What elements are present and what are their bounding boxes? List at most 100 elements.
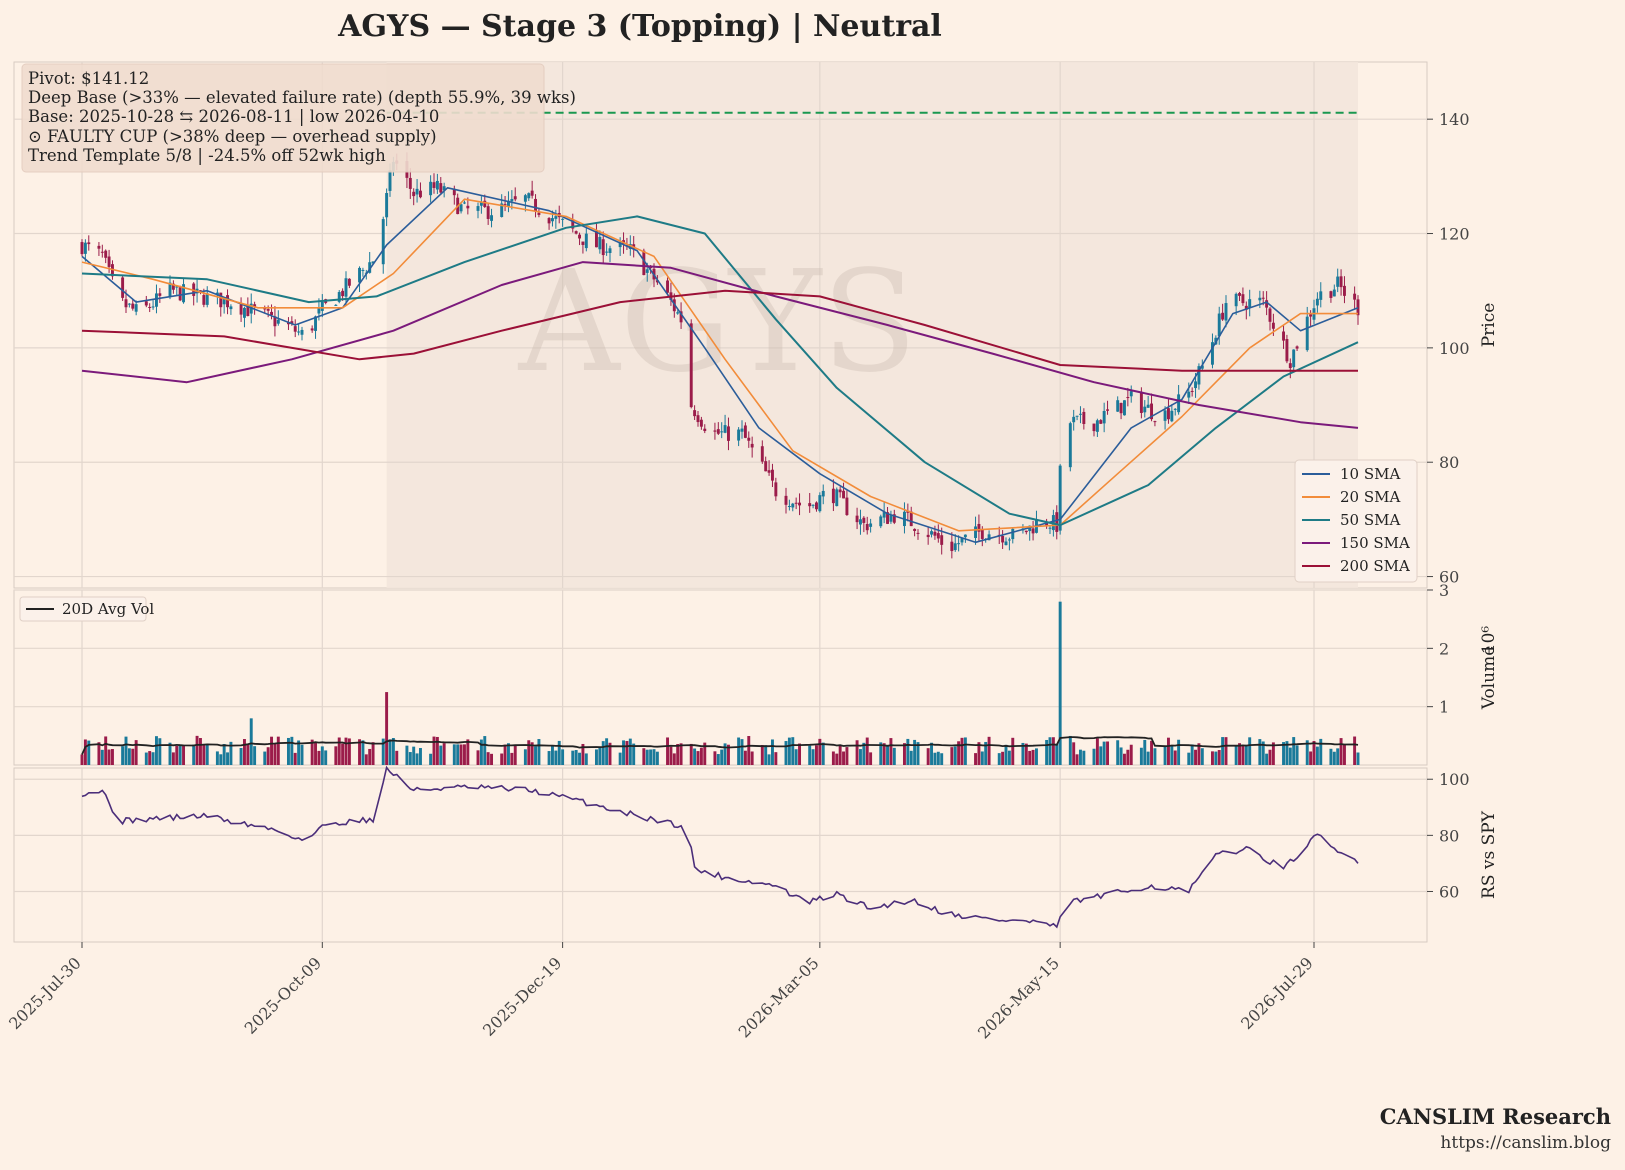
- candle-body: [926, 534, 930, 538]
- candle-body: [845, 497, 849, 516]
- volume-bar: [1329, 748, 1333, 765]
- volume-bar: [1143, 739, 1147, 765]
- legend-box: [1294, 459, 1418, 583]
- candle-body: [151, 306, 155, 308]
- candle-body: [205, 293, 209, 305]
- candle-body: [676, 312, 680, 314]
- volume-bar: [249, 718, 253, 765]
- volume-bar: [358, 739, 362, 765]
- sma-line-10-sma: [81, 187, 1359, 544]
- volume-bar: [100, 749, 104, 765]
- candle-body: [838, 489, 842, 493]
- candle-body: [767, 470, 771, 473]
- volume-bar: [1045, 739, 1049, 765]
- volume-bar: [503, 744, 507, 765]
- candle-body: [1177, 394, 1181, 413]
- volume-bar: [1150, 740, 1154, 765]
- legend-label: 20D Avg Vol: [62, 600, 154, 618]
- volume-bar: [297, 740, 301, 765]
- sma-line-20-sma: [81, 198, 1358, 532]
- volume-bar: [1116, 740, 1120, 765]
- volume-bar: [1332, 751, 1336, 765]
- candle-body: [273, 316, 277, 327]
- candle-body: [1210, 342, 1214, 365]
- volume-bar: [1163, 746, 1167, 765]
- y-tick-label: 1: [1439, 698, 1449, 717]
- volume-bar: [286, 737, 290, 765]
- volume-bar: [368, 748, 372, 765]
- volume-bar: [699, 747, 703, 765]
- candle-body: [1288, 363, 1292, 369]
- volume-bar: [192, 744, 196, 765]
- volume-bar: [452, 744, 456, 765]
- candle-body: [1146, 404, 1150, 408]
- candle-body: [1187, 391, 1191, 398]
- candle-body: [770, 469, 774, 481]
- candle-body: [1170, 410, 1174, 422]
- volume-bar: [341, 743, 345, 765]
- candle-body: [1332, 289, 1336, 297]
- volume-bar: [703, 742, 707, 765]
- volume-bar: [276, 736, 280, 765]
- volume-bar: [913, 739, 917, 765]
- volume-bar: [534, 746, 538, 765]
- candle-body: [506, 200, 510, 208]
- volume-bar: [334, 746, 338, 765]
- candle-body: [649, 267, 653, 269]
- volume-bar: [1021, 742, 1025, 765]
- candle-body: [479, 202, 483, 206]
- candle-body: [1190, 390, 1194, 392]
- volume-bar: [290, 736, 294, 765]
- volume-bar: [642, 748, 646, 765]
- volume-bar: [537, 739, 541, 765]
- volume-bar: [144, 752, 148, 765]
- volume-bar: [645, 749, 649, 765]
- volume-bar: [476, 750, 480, 765]
- annotation-box: Pivot: $141.12 Deep Base (>33% — elevate…: [21, 63, 576, 173]
- volume-bar: [1197, 743, 1201, 765]
- volume-bar: [347, 738, 351, 765]
- volume-bar: [594, 749, 598, 765]
- candle-body: [510, 199, 514, 202]
- candle-body: [930, 531, 934, 535]
- volume-bar: [1095, 738, 1099, 765]
- candle-body: [1221, 312, 1225, 320]
- volume-bar: [385, 692, 389, 765]
- volume-bar: [787, 737, 791, 765]
- candle-body: [1119, 402, 1123, 414]
- volume-bar: [1210, 751, 1214, 765]
- candle-body: [1248, 299, 1252, 308]
- x-tick-label: 2025-Oct-09: [241, 953, 325, 1037]
- candle-body: [337, 292, 341, 302]
- volume-bar: [889, 738, 893, 765]
- candle-body: [1292, 349, 1296, 368]
- candle-body: [645, 269, 649, 273]
- candle-body: [80, 242, 84, 255]
- candle-body: [121, 277, 125, 298]
- candle-body: [412, 191, 416, 197]
- volume-bar: [550, 745, 554, 765]
- candle-body: [750, 443, 754, 448]
- candle-body: [835, 489, 839, 507]
- candle-body: [1309, 314, 1313, 317]
- candle-body: [483, 200, 487, 207]
- candle-body: [980, 529, 984, 539]
- volume-bar: [266, 747, 270, 765]
- volume-bar: [462, 744, 466, 765]
- volume-bar: [1048, 737, 1052, 765]
- volume-bar: [632, 743, 636, 765]
- candle-body: [1295, 346, 1299, 349]
- volume-bar: [317, 750, 321, 765]
- candle-body: [415, 188, 419, 195]
- candle-body: [314, 316, 318, 331]
- candle-body: [774, 482, 778, 497]
- volume-bar: [1258, 739, 1262, 765]
- candle-body: [290, 321, 294, 324]
- volume-bar: [510, 752, 514, 765]
- candle-body: [889, 515, 893, 522]
- volume-bar: [432, 736, 436, 765]
- candle-body: [940, 535, 944, 545]
- volume-bar: [1356, 752, 1360, 765]
- volume-bar: [760, 744, 764, 765]
